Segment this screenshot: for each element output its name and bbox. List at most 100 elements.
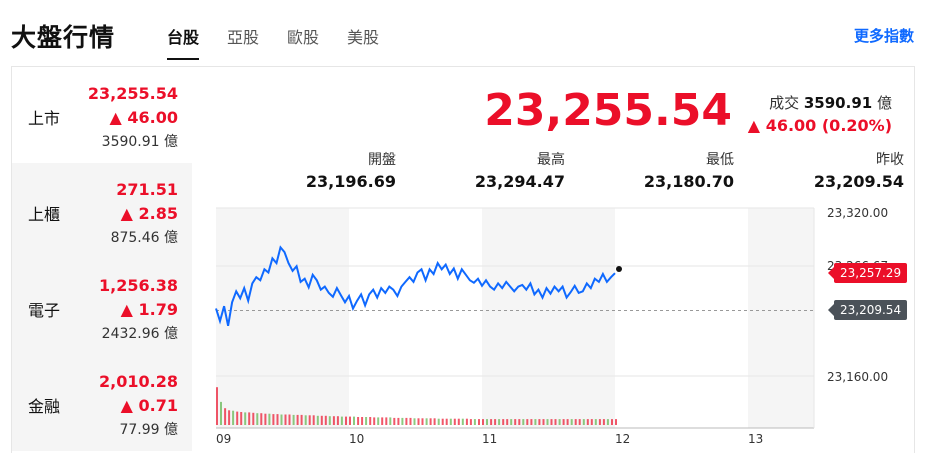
- volume-bar: [256, 413, 259, 425]
- volume-bar: [542, 419, 545, 425]
- volume-bar: [473, 419, 476, 425]
- tab-europe[interactable]: 歐股: [287, 28, 320, 47]
- volume-label: 成交: [769, 94, 800, 112]
- stat-label: 昨收: [876, 152, 904, 168]
- volume-bar: [582, 419, 585, 425]
- volume-bar: [486, 419, 488, 425]
- volume-bar: [530, 419, 533, 425]
- volume-bar: [361, 417, 364, 425]
- volume-bar: [413, 418, 416, 425]
- index-change: ▲ 1.79: [121, 300, 178, 319]
- tab-us[interactable]: 美股: [347, 28, 380, 47]
- volume-bar: [340, 416, 343, 425]
- tab-taiwan[interactable]: 台股: [167, 24, 200, 60]
- volume-bar: [526, 419, 529, 425]
- volume-bar: [611, 419, 613, 425]
- x-tick-label: 10: [349, 432, 364, 446]
- sidebar-item-otc[interactable]: 上櫃 271.51 ▲ 2.85 875.46 億: [12, 163, 192, 259]
- stat-open: 開盤 23,196.69: [246, 149, 396, 191]
- tab-asia[interactable]: 亞股: [227, 28, 260, 47]
- volume-bar: [586, 419, 589, 425]
- volume-bar: [216, 387, 218, 425]
- volume-bar: [260, 413, 263, 425]
- volume-bar: [377, 417, 380, 425]
- volume-bar: [393, 417, 396, 425]
- volume-bar: [236, 411, 239, 425]
- volume-bar: [615, 419, 617, 425]
- volume-bar: [453, 418, 456, 425]
- index-value: 2,010.28: [99, 372, 178, 391]
- stat-label: 最低: [706, 152, 734, 168]
- volume-bar: [304, 415, 307, 425]
- sidebar-item-label: 電子: [28, 301, 61, 320]
- volume-bar: [494, 419, 497, 425]
- volume-bar: [224, 408, 227, 425]
- index-change-value: 2.85: [138, 204, 178, 223]
- volume-bar: [502, 419, 505, 425]
- volume-bar: [421, 418, 424, 425]
- stat-value: 23,196.69: [305, 172, 396, 191]
- sidebar-item-finance[interactable]: 金融 2,010.28 ▲ 0.71 77.99 億: [12, 355, 192, 451]
- sidebar-item-electronics[interactable]: 電子 1,256.38 ▲ 1.79 2432.96 億: [12, 259, 192, 355]
- volume-value: 3590.91: [803, 94, 873, 112]
- volume-bar: [469, 419, 472, 425]
- volume-bar: [441, 418, 444, 425]
- up-triangle-icon: ▲: [747, 116, 761, 135]
- volume-bar: [312, 415, 315, 425]
- volume-bar: [554, 419, 557, 425]
- more-indices-link[interactable]: 更多指數: [853, 27, 914, 45]
- volume-bar: [373, 417, 376, 425]
- x-tick-label: 11: [482, 432, 497, 446]
- sidebar-item-label: 上櫃: [28, 205, 61, 224]
- volume-bar: [353, 416, 355, 425]
- volume-bar: [381, 417, 384, 425]
- volume-bar: [570, 419, 573, 425]
- up-triangle-icon: ▲: [120, 204, 133, 223]
- volume-bar: [228, 410, 231, 425]
- index-volume: 3590.91 億: [101, 134, 178, 150]
- volume-bar: [522, 419, 525, 425]
- prev-close-tag: 23,209.54: [827, 300, 908, 321]
- volume-bar: [345, 416, 347, 425]
- volume-bar: [308, 415, 311, 425]
- index-volume: 77.99 億: [119, 422, 178, 438]
- stat-low: 最低 23,180.70: [584, 149, 734, 191]
- current-price: 23,255.54: [484, 85, 732, 136]
- index-change-value: 1.79: [138, 300, 178, 319]
- volume-bar: [336, 416, 339, 425]
- volume-bar: [365, 417, 368, 425]
- volume-bar: [490, 419, 493, 425]
- index-value: 1,256.38: [99, 276, 178, 295]
- stat-prev-close: 昨收 23,209.54: [754, 149, 904, 191]
- stat-label: 最高: [537, 152, 565, 168]
- index-value: 271.51: [116, 180, 178, 199]
- volume-bar: [546, 419, 549, 425]
- session-band: [748, 208, 814, 428]
- sidebar-item-label: 金融: [28, 397, 61, 416]
- session-band: [482, 208, 615, 428]
- volume-bar: [316, 415, 319, 425]
- volume-bar: [574, 419, 577, 425]
- volume-bar: [385, 417, 388, 425]
- intraday-chart[interactable]: 23,320.00 23,266.67 23,160.00 09 10 11 1…: [192, 67, 914, 453]
- volume-bar: [566, 419, 569, 425]
- volume-bar: [280, 414, 283, 425]
- volume-bar: [405, 417, 408, 425]
- volume-bar: [590, 419, 593, 425]
- volume-bar: [417, 418, 420, 425]
- last-point-marker: [616, 266, 622, 273]
- sidebar-item-listed[interactable]: 上市 23,255.54 ▲ 46.00 3590.91 億: [12, 67, 192, 163]
- volume-bar: [357, 417, 360, 425]
- index-value: 23,255.54: [87, 84, 178, 103]
- price-line: [215, 245, 616, 326]
- volume-bar: [594, 419, 597, 425]
- volume-bar: [300, 414, 303, 425]
- volume-bar: [268, 413, 271, 425]
- volume-bar: [240, 412, 243, 425]
- volume-bar: [252, 412, 255, 425]
- volume-bar: [320, 415, 323, 425]
- volume-bar: [550, 419, 553, 425]
- index-change-value: 0.71: [138, 396, 178, 415]
- volume-bar: [437, 418, 440, 425]
- volume-bar: [558, 419, 561, 425]
